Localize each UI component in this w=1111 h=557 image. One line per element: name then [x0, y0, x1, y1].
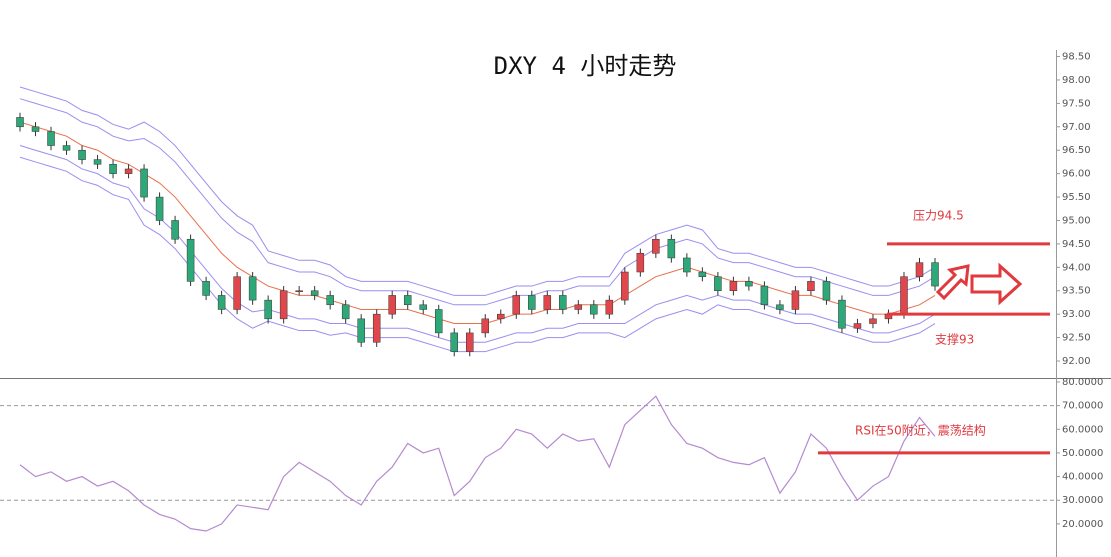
- candle-body: [124, 168, 133, 174]
- candle-body: [621, 271, 629, 301]
- candle-body: [279, 290, 288, 320]
- candle-body: [450, 332, 458, 352]
- candle-body: [915, 262, 924, 277]
- candle-body: [140, 168, 148, 198]
- candle-body: [217, 295, 226, 310]
- y-tick-label: 40.0000: [1062, 472, 1103, 483]
- candle-body: [233, 276, 241, 310]
- candle-body: [403, 295, 412, 306]
- y-tick-label: 92.50: [1062, 333, 1091, 344]
- candle-body: [388, 295, 396, 315]
- band-line: [19, 98, 936, 306]
- candle-body: [745, 281, 753, 287]
- y-tick-label: 95.50: [1062, 192, 1091, 203]
- candle-body: [574, 304, 583, 310]
- y-tick-label: 97.00: [1062, 122, 1091, 133]
- candle-body: [652, 238, 660, 254]
- candle-body: [543, 295, 552, 310]
- y-tick-label: 92.00: [1062, 356, 1091, 367]
- candle-body: [853, 323, 862, 329]
- candle-body: [186, 238, 195, 282]
- annotation-text: 支撑93: [935, 332, 974, 347]
- band-line: [19, 86, 936, 296]
- y-tick-label: 20.0000: [1062, 519, 1103, 530]
- candle-body: [264, 299, 272, 320]
- candle-body: [481, 318, 490, 334]
- candle-body: [760, 285, 769, 306]
- candle-body: [698, 271, 707, 277]
- y-tick-label: 95.00: [1062, 215, 1091, 226]
- candle-body: [171, 220, 179, 240]
- y-tick-label: 94.00: [1062, 262, 1091, 273]
- y-tick-label: 96.50: [1062, 145, 1091, 156]
- candle-body: [93, 159, 102, 165]
- y-tick-label: 94.50: [1062, 239, 1091, 250]
- candle-body: [636, 253, 645, 273]
- band-line: [19, 156, 936, 353]
- candle-body: [78, 149, 86, 160]
- candle-body: [512, 295, 521, 315]
- candle-body: [465, 332, 474, 352]
- candle-body: [109, 164, 117, 174]
- candle-body: [310, 290, 319, 296]
- y-tick-label: 30.0000: [1062, 495, 1103, 506]
- candle-body: [807, 281, 815, 291]
- candle-body: [605, 299, 614, 315]
- candle-body: [155, 196, 164, 221]
- candle-body: [295, 290, 303, 292]
- candle-body: [714, 276, 722, 291]
- y-tick-label: 70.0000: [1062, 401, 1103, 412]
- candle-body: [667, 238, 676, 259]
- y-tick-label: 98.00: [1062, 75, 1091, 86]
- y-tick-label: 97.50: [1062, 98, 1091, 109]
- arrow-up: [935, 264, 970, 301]
- candle-body: [776, 304, 784, 310]
- candle-body: [326, 295, 334, 306]
- band-line: [19, 121, 936, 325]
- rsi-line: [19, 395, 936, 532]
- candle-body: [357, 318, 365, 343]
- annotation-text: 压力94.5: [913, 208, 964, 222]
- y-tick-label: 98.50: [1062, 52, 1091, 63]
- candle-body: [838, 299, 846, 329]
- candle-body: [16, 117, 24, 128]
- candle-body: [497, 313, 505, 320]
- candle-body: [31, 126, 40, 132]
- arrow-right: [970, 262, 1023, 306]
- y-tick-label: 93.50: [1062, 286, 1091, 297]
- chart-title: DXY 4 小时走势: [494, 52, 677, 80]
- y-tick-label: 93.00: [1062, 309, 1091, 320]
- candle-body: [559, 295, 567, 310]
- candle-body: [729, 281, 738, 291]
- arrows: [935, 262, 1023, 306]
- candle-body: [590, 304, 598, 315]
- candle-body: [419, 304, 427, 310]
- candle-body: [202, 281, 210, 296]
- band-line: [19, 145, 936, 343]
- candle-body: [931, 262, 939, 287]
- candle-body: [528, 295, 536, 310]
- y-tick-label: 96.00: [1062, 169, 1091, 180]
- y-tick-label: 50.0000: [1062, 448, 1103, 459]
- annotation-text: RSI在50附近，震荡结构: [855, 422, 986, 437]
- candle-body: [900, 276, 908, 315]
- candle-body: [791, 290, 800, 310]
- candle-body: [434, 309, 443, 334]
- candle-body: [248, 276, 257, 301]
- candle-body: [822, 281, 831, 301]
- candle-body: [341, 304, 350, 320]
- y-tick-label: 60.0000: [1062, 424, 1103, 435]
- candle-body: [372, 313, 381, 343]
- candle-body: [683, 257, 691, 273]
- candle-body: [62, 145, 71, 151]
- candle-body: [869, 318, 877, 324]
- y-tick-label: 80.0000: [1062, 377, 1103, 388]
- candle-body: [47, 131, 55, 146]
